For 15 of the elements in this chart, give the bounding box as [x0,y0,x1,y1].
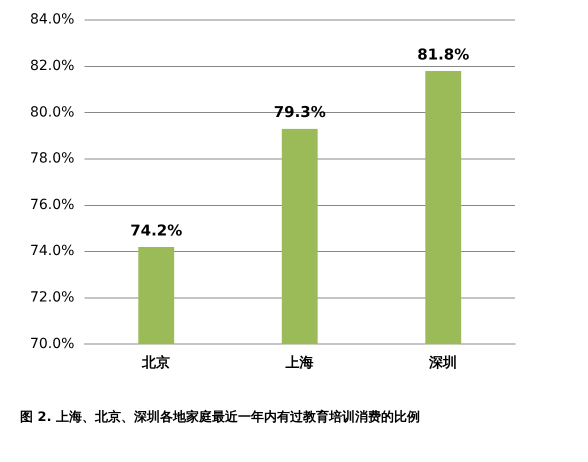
x-tick-label: 北京 [141,354,170,372]
caption: 图 2. 上海、北京、深圳各地家庭最近一年内有过教育培训消费的比例 [20,408,422,426]
y-tick-label: 74.0% [30,243,74,260]
y-tick-label: 72.0% [30,290,74,306]
data-label: 74.2% [130,221,182,240]
x-tick-label: 上海 [284,355,314,372]
y-tick-label: 70.0% [30,336,74,352]
y-tick-label: 78.0% [30,150,74,167]
x-tick-label: 深圳 [428,355,458,372]
y-tick-label: 80.0% [30,104,74,120]
y-tick-label: 84.0% [30,12,74,28]
data-label: 79.3% [274,103,326,122]
y-tick-label: 76.0% [30,196,74,213]
y-tick-label: 82.0% [30,58,74,74]
data-label: 81.8% [417,45,470,64]
